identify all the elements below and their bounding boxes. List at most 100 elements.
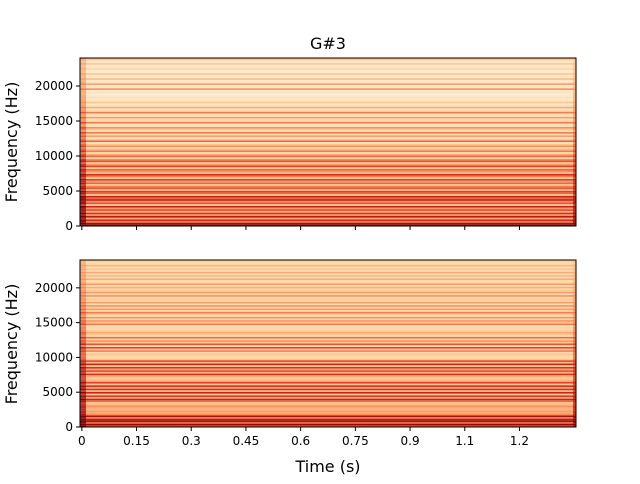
spectrogram-band xyxy=(86,170,573,173)
spectrogram-band xyxy=(86,86,573,89)
spectrogram-band xyxy=(86,361,573,364)
spectrogram-edge-cell xyxy=(80,128,86,131)
spectrogram-edge-cell xyxy=(80,280,86,282)
spectrogram-band xyxy=(86,290,573,292)
spectrogram-band xyxy=(86,351,573,354)
spectrogram-edge-cell xyxy=(573,128,576,131)
chart-title: G#3 xyxy=(310,34,346,53)
spectrogram-edge-cell xyxy=(573,66,576,69)
spectrogram-band xyxy=(86,260,573,262)
spectrogram-edge-cell xyxy=(573,91,576,94)
spectrogram-band xyxy=(86,212,573,215)
spectrogram-edge-cell xyxy=(80,353,86,356)
spectrogram-edge-cell xyxy=(573,98,576,100)
spectrogram-band xyxy=(86,318,573,321)
x-tick-label: 0.45 xyxy=(233,434,260,448)
spectrogram-band xyxy=(86,330,573,332)
spectrogram-band xyxy=(86,126,573,129)
spectrogram-edge-cell xyxy=(573,209,576,211)
spectrogram-edge-cell xyxy=(80,125,86,127)
spectrogram-edge-cell xyxy=(573,110,576,112)
spectrogram-edge-cell xyxy=(573,126,576,129)
spectrogram-band xyxy=(86,220,573,223)
spectrogram-band xyxy=(86,133,573,136)
spectrogram-band xyxy=(86,81,573,84)
spectrogram-band xyxy=(86,145,573,148)
spectrogram-edge-cell xyxy=(80,323,86,326)
spectrogram-edge-cell xyxy=(573,333,576,336)
spectrogram-band xyxy=(86,83,573,85)
spectrogram-edge-cell xyxy=(80,199,86,201)
spectrogram-edge-cell xyxy=(573,366,576,369)
spectrogram-edge-cell xyxy=(80,408,86,411)
spectrogram-band xyxy=(86,401,573,404)
spectrogram-edge-cell xyxy=(80,380,86,382)
spectrogram-band xyxy=(86,190,573,193)
spectrogram-band xyxy=(86,163,573,166)
spectrogram-edge-cell xyxy=(573,189,576,191)
spectrogram-band xyxy=(86,136,573,139)
spectrogram-band xyxy=(86,91,573,94)
spectrogram-edge-cell xyxy=(573,197,576,200)
spectrogram-edge-cell xyxy=(80,155,86,158)
spectrogram-edge-cell xyxy=(80,265,86,267)
spectrogram-band xyxy=(86,205,573,208)
spectrogram-edge-cell xyxy=(573,305,576,307)
y-tick-label: 15000 xyxy=(35,316,73,330)
spectrogram-band xyxy=(86,398,573,401)
spectrogram-edge-cell xyxy=(573,298,576,301)
spectrogram-band xyxy=(86,280,573,282)
spectrogram-edge-cell xyxy=(573,130,576,132)
spectrogram-edge-cell xyxy=(80,207,86,210)
spectrogram-edge-cell xyxy=(80,180,86,183)
spectrogram-band xyxy=(86,278,573,281)
spectrogram-band xyxy=(86,390,573,392)
spectrogram-edge-cell xyxy=(80,163,86,166)
spectrogram-edge-cell xyxy=(573,101,576,104)
spectrogram-band xyxy=(86,84,573,87)
spectrogram-edge-cell xyxy=(573,222,576,225)
spectrogram-band xyxy=(86,192,573,195)
xlabel: Time (s) xyxy=(294,457,360,476)
spectrogram-edge-cell xyxy=(80,313,86,316)
spectrogram-edge-cell xyxy=(80,403,86,406)
spectrogram-edge-cell xyxy=(80,162,86,164)
spectrogram-edge-cell xyxy=(573,88,576,90)
spectrogram-edge-cell xyxy=(573,170,576,173)
spectrogram-edge-cell xyxy=(80,101,86,104)
spectrogram-edge-cell xyxy=(573,398,576,401)
spectrogram-edge-cell xyxy=(573,281,576,284)
spectrogram-band xyxy=(86,320,573,322)
spectrogram-edge-cell xyxy=(573,219,576,221)
spectrogram-edge-cell xyxy=(573,373,576,376)
spectrogram-band xyxy=(86,131,573,134)
spectrogram-band xyxy=(86,335,573,337)
spectrogram-edge-cell xyxy=(573,313,576,316)
spectrogram-edge-cell xyxy=(80,333,86,336)
spectrogram-band xyxy=(86,138,573,141)
spectrogram-edge-cell xyxy=(80,303,86,306)
spectrogram-edge-cell xyxy=(573,416,576,419)
spectrogram-band xyxy=(86,395,573,397)
spectrogram-band xyxy=(86,135,573,137)
spectrogram-edge-cell xyxy=(80,366,86,369)
spectrogram-band xyxy=(86,68,573,70)
spectrogram-edge-cell xyxy=(573,73,576,75)
spectrogram-edge-cell xyxy=(80,308,86,311)
spectrogram-edge-cell xyxy=(573,89,576,92)
spectrogram-band xyxy=(86,147,573,149)
spectrogram-edge-cell xyxy=(80,138,86,141)
spectrogram-edge-cell xyxy=(80,59,86,62)
spectrogram-edge-cell xyxy=(80,69,86,72)
spectrogram-band xyxy=(86,101,573,104)
spectrogram-edge-cell xyxy=(80,81,86,84)
spectrogram-edge-cell xyxy=(80,423,86,426)
spectrogram-edge-cell xyxy=(80,105,86,107)
spectrogram-edge-cell xyxy=(573,296,576,299)
spectrogram-band xyxy=(86,405,573,407)
spectrogram-edge-cell xyxy=(573,346,576,349)
spectrogram-edge-cell xyxy=(80,71,86,74)
y-tick-label: 5000 xyxy=(42,184,73,198)
spectrogram-edge-cell xyxy=(80,331,86,334)
spectrogram-edge-cell xyxy=(573,113,576,116)
